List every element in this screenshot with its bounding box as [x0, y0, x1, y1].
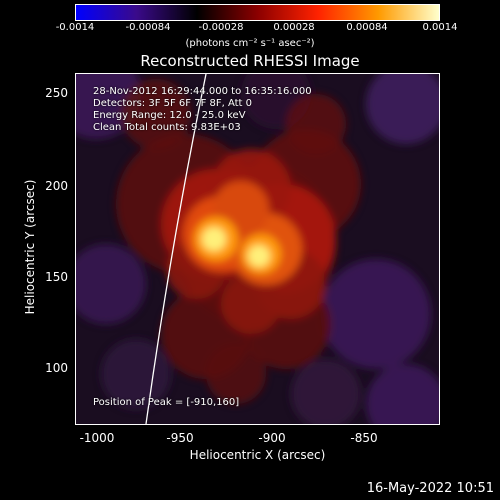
time-range-text: 28-Nov-2012 16:29:44.000 to 16:35:16.000 — [93, 86, 312, 97]
solar-image — [76, 74, 439, 424]
x-tick-label: -950 — [166, 431, 194, 445]
y-axis-label: Heliocentric Y (arcsec) — [23, 179, 37, 315]
x-tick-label: -900 — [258, 431, 286, 445]
colorbar — [75, 4, 440, 21]
y-tick-label: 150 — [45, 270, 68, 284]
clean-text: Clean Total counts: 9.83E+03 — [93, 122, 241, 133]
x-axis-label: Heliocentric X (arcsec) — [189, 448, 326, 462]
colorbar-tick: -0.00028 — [198, 22, 244, 33]
y-tick-label: 100 — [45, 361, 68, 375]
colorbar-tick: 0.0014 — [422, 22, 458, 33]
colorbar-tick: -0.0014 — [55, 22, 95, 33]
energy-text: Energy Range: 12.0 - 25.0 keV — [93, 110, 246, 121]
colorbar-tick: -0.00084 — [125, 22, 171, 33]
y-tick-label: 250 — [45, 86, 68, 100]
timestamp: 16-May-2022 10:51 — [366, 481, 494, 496]
emission-blob — [101, 339, 171, 409]
emission-blob — [206, 344, 266, 404]
emission-blob — [366, 74, 439, 144]
emission-blob — [321, 259, 431, 369]
colorbar-tick: 0.00084 — [346, 22, 388, 33]
emission-blob — [221, 274, 281, 334]
emission-blob — [286, 94, 346, 154]
solar-limb — [145, 74, 207, 424]
detectors-text: Detectors: 3F 5F 6F 7F 8F, Att 0 — [93, 98, 253, 109]
image-plot — [75, 73, 440, 425]
emission-blob — [202, 227, 226, 251]
emission-blob — [248, 245, 270, 267]
emission-blob — [291, 359, 361, 424]
x-tick-label: -850 — [350, 431, 378, 445]
x-tick-label: -1000 — [79, 431, 115, 445]
plot-title: Reconstructed RHESSI Image — [140, 52, 360, 70]
colorbar-units: (photons cm⁻² s⁻¹ asec⁻²) — [185, 38, 315, 49]
peak-position-text: Position of Peak = [-910,160] — [93, 397, 240, 408]
emission-blob — [76, 244, 146, 324]
emission-blob — [121, 79, 191, 149]
y-tick-label: 200 — [45, 179, 68, 193]
emission-blob — [366, 364, 439, 424]
colorbar-tick: 0.00028 — [273, 22, 315, 33]
